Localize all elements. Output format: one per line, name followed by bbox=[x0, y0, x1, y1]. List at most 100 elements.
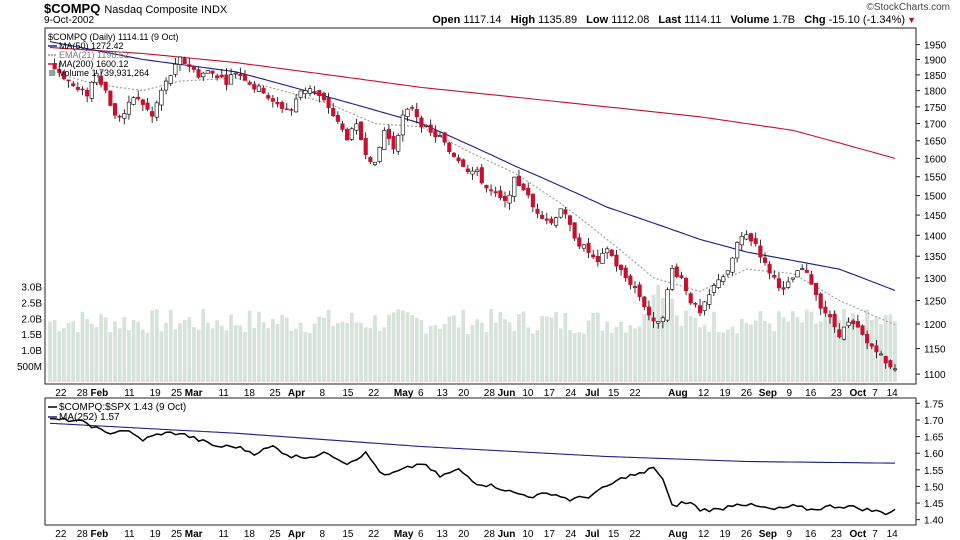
date-tick-label: 10 bbox=[522, 388, 534, 399]
volume-bar bbox=[712, 311, 716, 382]
volume-bar bbox=[206, 322, 210, 382]
date-tick-label: 18 bbox=[244, 529, 256, 540]
price-tick-label: 1200 bbox=[924, 320, 947, 331]
volume-bar bbox=[154, 309, 159, 382]
volume-bar bbox=[387, 314, 391, 382]
chart-date: 9-Oct-2002 bbox=[44, 15, 95, 26]
volume-bar bbox=[210, 328, 215, 382]
open-label: Open bbox=[432, 14, 461, 26]
volume-bar bbox=[814, 323, 818, 382]
candle-body bbox=[247, 82, 252, 85]
candle-body bbox=[628, 275, 633, 285]
date-tick-label: Aug bbox=[668, 388, 687, 399]
candle-body bbox=[191, 66, 196, 70]
volume-bar bbox=[619, 321, 623, 382]
candle-body bbox=[883, 355, 888, 364]
candle-body bbox=[419, 117, 424, 128]
date-tick-label: 7 bbox=[872, 388, 878, 399]
date-tick-label: Jun bbox=[498, 529, 516, 540]
date-tick-label: 28 bbox=[484, 529, 496, 540]
candle-body bbox=[326, 97, 331, 108]
volume-bar bbox=[577, 332, 582, 382]
date-tick-label: 19 bbox=[719, 388, 731, 399]
date-tick-label: 22 bbox=[368, 529, 380, 540]
volume-bar bbox=[322, 317, 326, 382]
candle-body bbox=[66, 79, 71, 82]
candle-body bbox=[242, 74, 248, 81]
volume-bar bbox=[777, 311, 781, 382]
candle-body bbox=[665, 289, 670, 321]
volume-bar bbox=[684, 310, 688, 382]
chg-label: Chg bbox=[804, 14, 826, 26]
date-tick-label: 9 bbox=[787, 529, 793, 540]
date-tick-label: 18 bbox=[244, 388, 256, 399]
volume-bar bbox=[883, 315, 888, 382]
volume-bar bbox=[869, 320, 874, 382]
candle-body bbox=[795, 270, 800, 278]
volume-bar bbox=[401, 310, 405, 382]
volume-bar bbox=[651, 294, 656, 382]
date-tick-label: 24 bbox=[565, 388, 577, 399]
candle-body bbox=[591, 254, 596, 258]
candle-body bbox=[391, 136, 396, 150]
candle-body bbox=[386, 129, 391, 139]
volume-bar bbox=[554, 312, 558, 382]
volume-bar bbox=[605, 321, 609, 382]
date-tick-label: 12 bbox=[698, 529, 710, 540]
volume-bar bbox=[818, 321, 823, 382]
volume-bar bbox=[433, 325, 438, 382]
candle-body bbox=[456, 157, 461, 162]
candle-body bbox=[345, 129, 350, 141]
candle-body bbox=[99, 75, 104, 85]
candle-body bbox=[688, 293, 693, 304]
candle-body bbox=[168, 75, 173, 84]
date-tick-label: 11 bbox=[218, 529, 229, 540]
volume-bar bbox=[558, 328, 563, 382]
volume-bar bbox=[410, 315, 414, 382]
volume-bar bbox=[753, 320, 758, 382]
date-tick-label: 23 bbox=[831, 388, 843, 399]
candle-body bbox=[289, 109, 294, 111]
price-tick-label: 1700 bbox=[924, 120, 947, 131]
candle-body bbox=[800, 268, 805, 270]
candle-body bbox=[405, 108, 410, 117]
price-tick-label: 1950 bbox=[924, 41, 947, 52]
date-tick-label: 28 bbox=[484, 388, 496, 399]
candle-body bbox=[154, 102, 159, 118]
candle-body bbox=[563, 209, 568, 215]
date-tick-label: 6 bbox=[418, 388, 424, 399]
volume-bar bbox=[493, 322, 498, 382]
candle-body bbox=[600, 252, 605, 264]
candle-body bbox=[758, 245, 763, 258]
volume-bar bbox=[568, 329, 572, 382]
volume-bar bbox=[804, 309, 809, 382]
symbol: $COMPQ bbox=[44, 1, 101, 16]
volume-bar bbox=[726, 329, 730, 382]
high-value: 1135.89 bbox=[538, 14, 578, 26]
candle-body bbox=[572, 222, 577, 239]
date-tick-label: 13 bbox=[437, 529, 449, 540]
candle-body bbox=[790, 277, 795, 280]
price-tick-label: 1250 bbox=[924, 297, 947, 308]
chart-title: $COMPQ Nasdaq Composite INDX bbox=[44, 1, 227, 16]
candle-body bbox=[595, 255, 600, 263]
ratio-tick-label: 1.60 bbox=[924, 449, 944, 460]
candle-body bbox=[502, 196, 508, 202]
ratio-lines bbox=[49, 417, 896, 516]
ratio-legend: $COMPQ:$SPX 1.43 (9 Oct)MA(252) 1.57 bbox=[48, 402, 186, 423]
volume-bar bbox=[549, 317, 554, 382]
candle-body bbox=[280, 102, 285, 109]
volume-bar bbox=[572, 333, 577, 382]
volume-bar bbox=[261, 322, 266, 382]
volume-bar bbox=[582, 333, 586, 382]
candle-body bbox=[354, 123, 359, 131]
candle-body bbox=[507, 194, 512, 204]
volume-bar bbox=[466, 334, 470, 382]
moving-averages bbox=[49, 41, 896, 326]
date-tick-label: 14 bbox=[887, 529, 899, 540]
high-label: High bbox=[510, 14, 536, 26]
volume-bar bbox=[52, 319, 57, 382]
volume-bar bbox=[122, 317, 127, 382]
volume-bar bbox=[489, 308, 493, 382]
quote-bar: Open 1117.14 High 1135.89 Low 1112.08 La… bbox=[426, 14, 916, 26]
